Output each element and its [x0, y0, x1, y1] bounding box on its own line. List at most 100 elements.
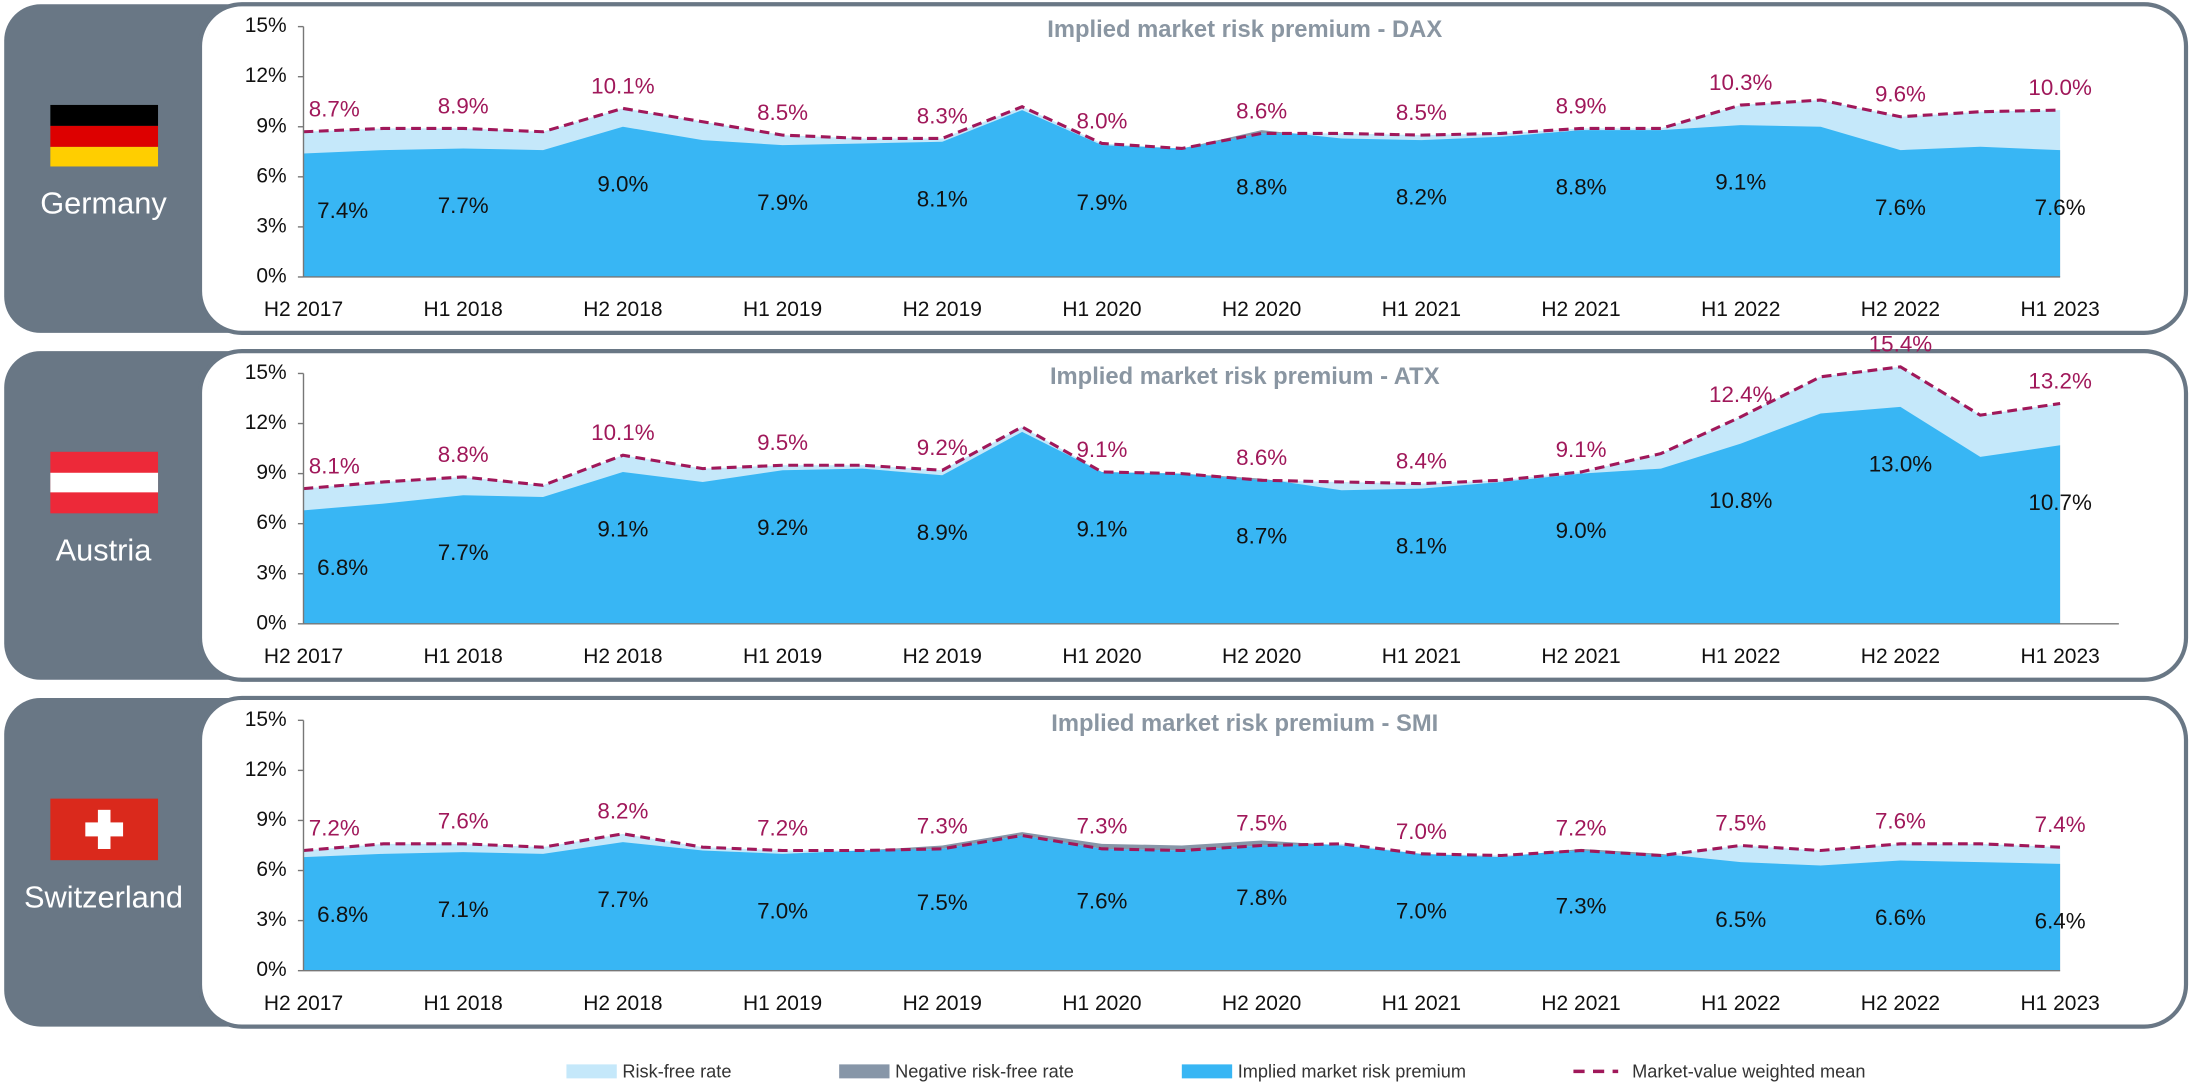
mean-label: 9.2% [917, 435, 968, 460]
legend-swatch [839, 1064, 890, 1079]
y-tick-label: 12% [245, 411, 287, 434]
y-tick-label: 3% [256, 908, 286, 931]
y-tick-label: 9% [256, 114, 286, 137]
mean-label: 10.1% [591, 73, 655, 98]
mean-label: 8.5% [1396, 100, 1447, 125]
mrp-label: 7.6% [1076, 888, 1127, 913]
y-tick-label: 6% [256, 858, 286, 881]
mrp-label: 9.1% [1715, 170, 1766, 195]
mrp-area [303, 110, 2061, 277]
x-tick-label: H2 2022 [1861, 298, 1940, 321]
x-tick-label: H1 2018 [424, 645, 503, 668]
x-tick-label: H1 2022 [1701, 992, 1780, 1015]
y-tick-label: 9% [256, 461, 286, 484]
mrp-label: 7.5% [917, 890, 968, 915]
mrp-label: 7.0% [1396, 898, 1447, 923]
mrp-label: 6.4% [2035, 909, 2086, 934]
mrp-label: 9.1% [1076, 517, 1127, 542]
flag-stripe [50, 146, 159, 167]
country-name: Germany [40, 186, 167, 221]
mrp-label: 7.3% [1556, 893, 1607, 918]
mrp-label: 8.8% [1556, 175, 1607, 200]
mean-label: 12.4% [1709, 382, 1773, 407]
mrp-label: 8.7% [1236, 523, 1287, 548]
mean-label: 7.0% [1396, 819, 1447, 844]
mean-label: 13.2% [2028, 368, 2092, 393]
y-tick-label: 9% [256, 808, 286, 831]
mrp-area [303, 833, 2061, 971]
x-tick-label: H1 2019 [743, 992, 822, 1015]
mrp-label: 10.8% [1709, 488, 1773, 513]
mrp-label: 10.7% [2028, 490, 2092, 515]
x-tick-label: H2 2022 [1861, 645, 1940, 668]
flag-cross [85, 822, 124, 837]
x-tick-label: H2 2020 [1222, 298, 1301, 321]
mean-label: 8.2% [597, 799, 648, 824]
mrp-label: 6.6% [1875, 905, 1926, 930]
mean-label: 10.0% [2028, 75, 2092, 100]
country-name: Switzerland [24, 879, 183, 914]
chart-title: Implied market risk premium - DAX [1047, 16, 1442, 43]
mean-line [303, 98, 2061, 151]
x-tick-label: H2 2017 [264, 645, 343, 668]
mean-label: 8.7% [309, 97, 360, 122]
mrp-label: 8.1% [917, 186, 968, 211]
mrp-label: 7.0% [757, 898, 808, 923]
mean-label: 7.3% [1076, 814, 1127, 839]
mrp-label: 6.5% [1715, 907, 1766, 932]
mean-label: 7.6% [438, 809, 489, 834]
x-tick-label: H2 2017 [264, 992, 343, 1015]
legend-label: Negative risk-free rate [895, 1062, 1074, 1082]
country-name: Austria [56, 533, 153, 568]
x-tick-label: H1 2020 [1062, 992, 1141, 1015]
mrp-label: 7.6% [2035, 195, 2086, 220]
mean-label: 15.4% [1869, 332, 1933, 357]
mrp-label: 7.9% [757, 190, 808, 215]
mean-label: 8.6% [1236, 98, 1287, 123]
flag-germany [50, 104, 159, 167]
mrp-label: 8.2% [1396, 185, 1447, 210]
legend-label: Market-value weighted mean [1632, 1062, 1865, 1082]
mrp-label: 7.9% [1076, 190, 1127, 215]
x-tick-label: H2 2022 [1861, 992, 1940, 1015]
mrp-label: 9.2% [757, 515, 808, 540]
chart-title: Implied market risk premium - SMI [1051, 710, 1438, 737]
mrp-label: 8.9% [917, 520, 968, 545]
y-tick-label: 6% [256, 164, 286, 187]
mean-label: 7.5% [1236, 810, 1287, 835]
x-tick-label: H2 2018 [583, 992, 662, 1015]
x-tick-label: H1 2022 [1701, 645, 1780, 668]
x-tick-label: H1 2023 [2020, 298, 2099, 321]
mean-label: 7.4% [2035, 812, 2086, 837]
mrp-label: 7.7% [597, 887, 648, 912]
mrp-label: 8.1% [1396, 533, 1447, 558]
x-tick-label: H1 2019 [743, 298, 822, 321]
x-tick-label: H1 2023 [2020, 992, 2099, 1015]
mean-label: 9.5% [757, 430, 808, 455]
x-tick-label: H1 2018 [424, 992, 503, 1015]
y-tick-label: 6% [256, 511, 286, 534]
mean-label: 8.6% [1236, 445, 1287, 470]
mrp-label: 7.7% [438, 540, 489, 565]
mean-label: 8.4% [1396, 449, 1447, 474]
y-tick-label: 15% [245, 361, 287, 384]
x-tick-label: H1 2020 [1062, 298, 1141, 321]
mrp-label: 7.8% [1236, 885, 1287, 910]
mean-label: 9.1% [1076, 437, 1127, 462]
x-tick-label: H1 2021 [1382, 645, 1461, 668]
x-tick-label: H1 2022 [1701, 298, 1780, 321]
mean-label: 8.9% [1556, 93, 1607, 118]
flag-stripe [50, 104, 159, 126]
mrp-label: 13.0% [1869, 451, 1933, 476]
mean-label: 8.5% [757, 100, 808, 125]
mrp-label: 6.8% [317, 902, 368, 927]
legend-swatch [1181, 1064, 1233, 1079]
chart-title: Implied market risk premium - ATX [1050, 363, 1440, 390]
y-tick-label: 0% [256, 958, 286, 981]
mrp-label: 7.6% [1875, 195, 1926, 220]
y-tick-label: 15% [245, 14, 287, 37]
y-tick-label: 12% [245, 64, 287, 87]
mean-label: 7.2% [309, 815, 360, 840]
